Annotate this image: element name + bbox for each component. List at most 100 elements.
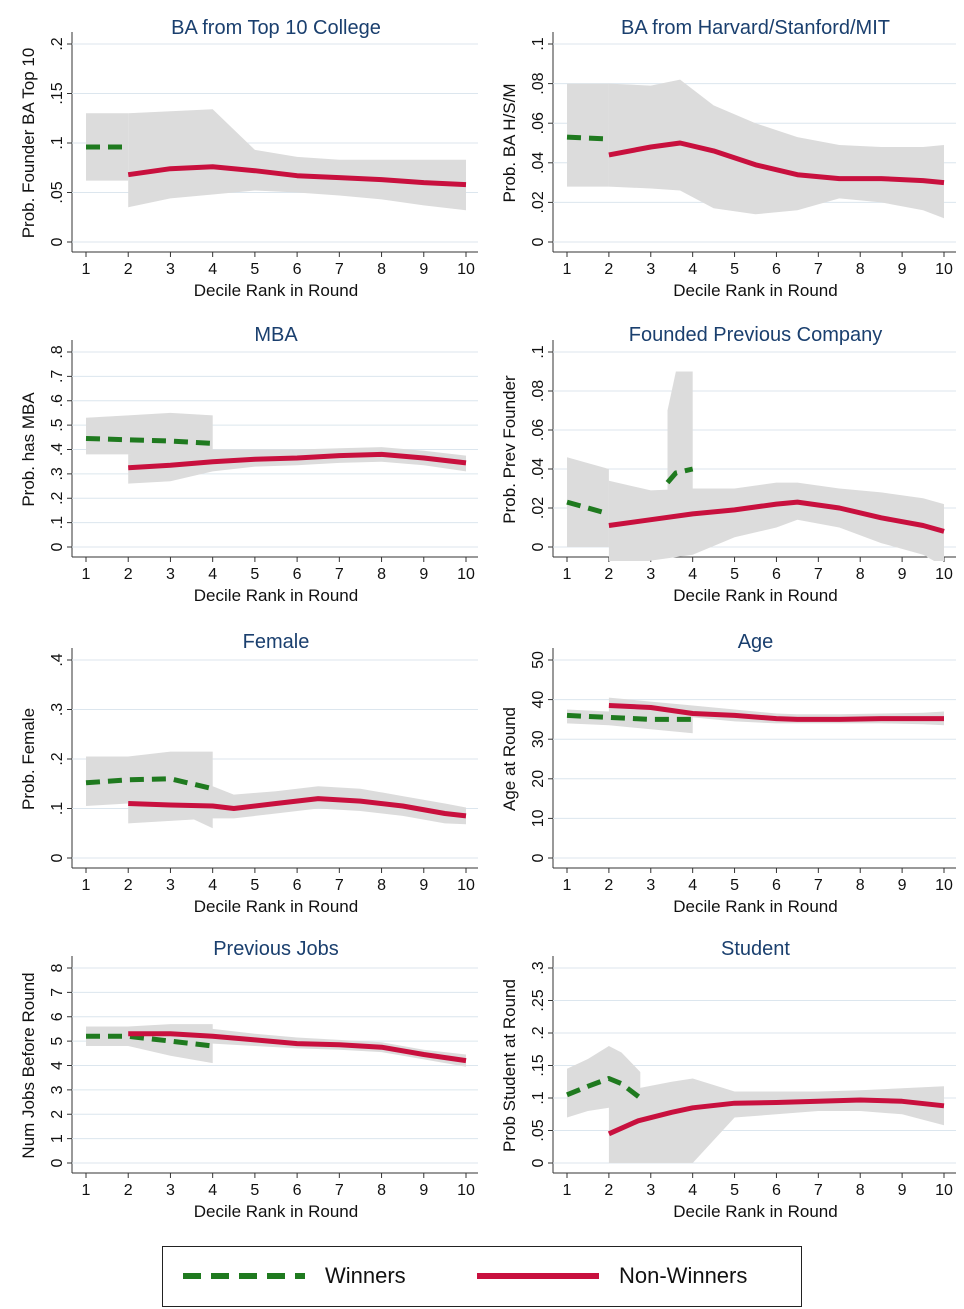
y-tick-label: .1 xyxy=(49,802,66,815)
x-tick-label: 3 xyxy=(166,1182,175,1199)
x-tick-label: 5 xyxy=(250,1182,259,1199)
x-tick-label: 2 xyxy=(604,261,613,278)
ci-band-nonwinners xyxy=(608,79,944,219)
x-tick-label: 7 xyxy=(335,261,344,278)
y-tick-label: .8 xyxy=(49,345,66,358)
panel-title: Student xyxy=(721,938,790,960)
x-tick-label: 4 xyxy=(688,1182,697,1199)
x-tick-label: 8 xyxy=(377,566,386,583)
x-tick-label: 6 xyxy=(772,1182,781,1199)
x-tick-label: 5 xyxy=(730,566,739,583)
y-tick-label: .1 xyxy=(49,516,66,529)
y-tick-label: .1 xyxy=(530,37,547,50)
legend-label-nonwinners: Non-Winners xyxy=(619,1263,748,1288)
x-tick-label: 6 xyxy=(772,877,781,894)
y-tick-label: 5 xyxy=(49,1037,66,1046)
x-tick-label: 9 xyxy=(898,261,907,278)
ci-band-nonwinners xyxy=(608,480,944,561)
x-tick-label: 2 xyxy=(604,566,613,583)
series-line-winners xyxy=(566,1076,642,1100)
legend-swatch-nonwinners xyxy=(477,1273,599,1279)
x-tick-label: 5 xyxy=(250,566,259,583)
x-tick-label: 1 xyxy=(82,261,91,278)
plot-area xyxy=(566,371,945,561)
x-tick-label: 9 xyxy=(898,877,907,894)
y-tick-label: 0 xyxy=(49,237,66,246)
y-tick-label: 1 xyxy=(49,1134,66,1143)
x-tick-label: 3 xyxy=(646,1182,655,1199)
x-tick-label: 3 xyxy=(166,261,175,278)
x-axis-label: Decile Rank in Round xyxy=(673,281,837,300)
y-axis-label: Prob Student at Round xyxy=(500,979,519,1152)
x-tick-label: 7 xyxy=(814,1182,823,1199)
x-tick-label: 5 xyxy=(730,877,739,894)
x-tick-label: 9 xyxy=(419,1182,428,1199)
panel-title: MBA xyxy=(254,324,298,346)
x-tick-label: 6 xyxy=(772,566,781,583)
series-line-nonwinners xyxy=(127,164,467,188)
series-line-winners xyxy=(665,466,694,485)
x-tick-label: 9 xyxy=(898,1182,907,1199)
series-line-nonwinners xyxy=(128,796,467,819)
x-axis-label: Decile Rank in Round xyxy=(194,897,358,916)
y-tick-label: 8 xyxy=(49,963,66,972)
panel-6: 0 10 20 30 40 50 1 2 3 4 5 6 7 8 9 10 Age Decile Rank in … xyxy=(500,631,956,916)
y-tick-label: .1 xyxy=(530,1091,547,1104)
x-tick-label: 9 xyxy=(419,566,428,583)
y-axis-label: Prob. BA H/S/M xyxy=(500,83,519,202)
x-tick-label: 8 xyxy=(856,261,865,278)
x-tick-label: 6 xyxy=(293,877,302,894)
x-tick-label: 7 xyxy=(814,877,823,894)
x-tick-label: 8 xyxy=(377,1182,386,1199)
plot-area xyxy=(86,1024,467,1067)
x-tick-label: 3 xyxy=(646,566,655,583)
x-tick-label: 2 xyxy=(604,1182,613,1199)
y-tick-label: .05 xyxy=(49,181,66,203)
x-tick-label: 8 xyxy=(856,877,865,894)
y-tick-label: 0 xyxy=(49,542,66,551)
x-axis-label: Decile Rank in Round xyxy=(194,586,358,605)
panel-title: Founded Previous Company xyxy=(629,324,882,346)
y-tick-label: .02 xyxy=(530,191,547,213)
plot-area xyxy=(85,412,467,484)
x-tick-label: 7 xyxy=(814,566,823,583)
plot-area xyxy=(86,109,467,211)
x-tick-label: 7 xyxy=(335,1182,344,1199)
y-tick-label: .15 xyxy=(49,82,66,104)
legend-item-nonwinners: Non-Winners xyxy=(475,1263,747,1289)
panel-title: BA from Harvard/Stanford/MIT xyxy=(621,17,890,39)
x-tick-label: 2 xyxy=(604,877,613,894)
ci-band-winners xyxy=(86,113,129,181)
y-tick-label: .05 xyxy=(530,1119,547,1141)
y-axis-label: Prob. Founder BA Top 10 xyxy=(19,48,38,239)
y-tick-label: 0 xyxy=(49,1158,66,1167)
y-tick-label: .3 xyxy=(49,703,66,716)
y-tick-label: .08 xyxy=(530,380,547,402)
y-tick-label: .2 xyxy=(49,752,66,765)
y-axis-label: Num Jobs Before Round xyxy=(19,972,38,1158)
x-tick-label: 1 xyxy=(82,877,91,894)
y-tick-label: .3 xyxy=(530,961,547,974)
x-tick-label: 10 xyxy=(935,1182,953,1199)
x-tick-label: 1 xyxy=(82,1182,91,1199)
x-tick-label: 6 xyxy=(293,1182,302,1199)
x-tick-label: 5 xyxy=(730,1182,739,1199)
ci-band-winners xyxy=(567,457,609,547)
ci-band-winners xyxy=(567,83,609,187)
y-tick-label: .15 xyxy=(530,1054,547,1076)
ci-band-winners xyxy=(86,412,213,457)
y-tick-label: .4 xyxy=(49,443,66,456)
x-tick-label: 10 xyxy=(935,566,953,583)
x-tick-label: 9 xyxy=(419,877,428,894)
y-tick-label: 6 xyxy=(49,1012,66,1021)
panel-7: 0 1 2 3 4 5 6 7 8 1 2 3 4 5 6 7 8 9 10 Previous Jobs Decile … xyxy=(19,938,478,1221)
panel-2: 0 .02 .04 .06 .08 .1 1 2 3 4 5 6 7 8 9 10 BA from Harvar… xyxy=(500,17,956,300)
y-tick-label: 20 xyxy=(530,770,547,788)
legend: Winners Non-Winners xyxy=(162,1246,802,1307)
x-tick-label: 4 xyxy=(208,1182,217,1199)
x-tick-label: 10 xyxy=(935,261,953,278)
x-tick-label: 8 xyxy=(856,1182,865,1199)
x-tick-label: 8 xyxy=(377,261,386,278)
panel-1: 0 .05 .1 .15 .2 1 2 3 4 5 6 7 8 9 10 BA from Top 10 Col… xyxy=(19,17,478,300)
x-tick-label: 2 xyxy=(124,1182,133,1199)
